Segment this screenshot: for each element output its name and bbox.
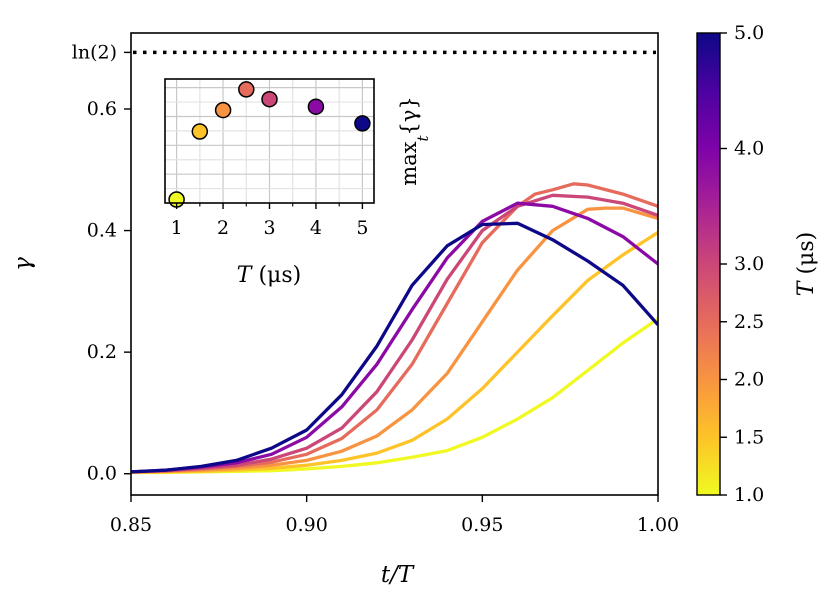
series-line-0: [131, 317, 658, 475]
inset-point-4: [261, 90, 278, 108]
svg-text:maxt{γ}: maxt{γ}: [397, 96, 432, 186]
x-tick-label: 0.90: [286, 514, 328, 536]
inset-point-5: [307, 98, 325, 115]
series-line-3: [131, 182, 658, 474]
main-plot-lines: [131, 182, 658, 475]
colorbar-ticks: 1.0 1.5 2.0 2.5 3.0 4.0 5.0: [720, 22, 764, 506]
colorbar-tick-label: 1.5: [734, 426, 764, 448]
series-line-4: [131, 193, 658, 474]
inset-points: [168, 81, 371, 208]
colorbar-tick-label: 3.0: [734, 253, 764, 275]
inset-point-2: [214, 101, 232, 119]
main-y-axis-label: γ: [10, 257, 36, 271]
inset-point-3: [238, 81, 255, 98]
series-line-6: [131, 221, 658, 474]
colorbar-tick-label: 2.0: [734, 369, 764, 391]
colorbar-tick-label: 2.5: [734, 311, 764, 333]
colorbar-tick-label: 1.0: [734, 484, 764, 506]
x-tick-label: 1.00: [637, 514, 679, 536]
y-tick-label: 0.2: [87, 341, 117, 363]
main-y-ticks: 0.0 0.2 0.4 0.6 ln(2): [72, 41, 131, 485]
x-tick-label: 0.95: [461, 514, 503, 536]
x-tick-label: 0.85: [110, 514, 152, 536]
inset-x-tick-label: 1: [171, 217, 183, 239]
inset-plot: 1 2 3 4 5 T (μs) maxt{γ}: [164, 78, 432, 288]
series-line-2: [131, 206, 658, 474]
y-tick-label: 0.6: [87, 98, 117, 120]
colorbar-label: T (μs): [794, 232, 819, 296]
svg-text:T (μs): T (μs): [794, 232, 819, 296]
y-tick-label: ln(2): [72, 41, 117, 63]
main-x-axis-label: t/T: [381, 562, 415, 588]
inset-point-1: [191, 123, 209, 140]
inset-x-tick-label: 2: [217, 217, 229, 239]
inset-point-6: [354, 115, 371, 132]
inset-y-axis-label: maxt{γ}: [397, 96, 432, 186]
main-plot-frame: [130, 32, 659, 496]
inset-x-tick-label: 5: [356, 217, 368, 239]
series-line-5: [131, 201, 658, 474]
series-line-1: [131, 231, 658, 475]
colorbar-tick-label: 4.0: [734, 138, 764, 160]
inset-x-ticks: 1 2 3 4 5: [171, 203, 368, 239]
y-tick-label: 0.4: [87, 220, 117, 242]
inset-x-tick-label: 3: [263, 217, 275, 239]
inset-x-tick-label: 4: [310, 217, 322, 239]
y-tick-label: 0.0: [87, 463, 117, 485]
colorbar-bar: [696, 32, 721, 496]
inset-x-axis-label: T (μs): [237, 263, 301, 288]
colorbar-tick-label: 5.0: [734, 22, 764, 44]
main-x-ticks: 0.85 0.90 0.95 1.00: [110, 495, 679, 536]
